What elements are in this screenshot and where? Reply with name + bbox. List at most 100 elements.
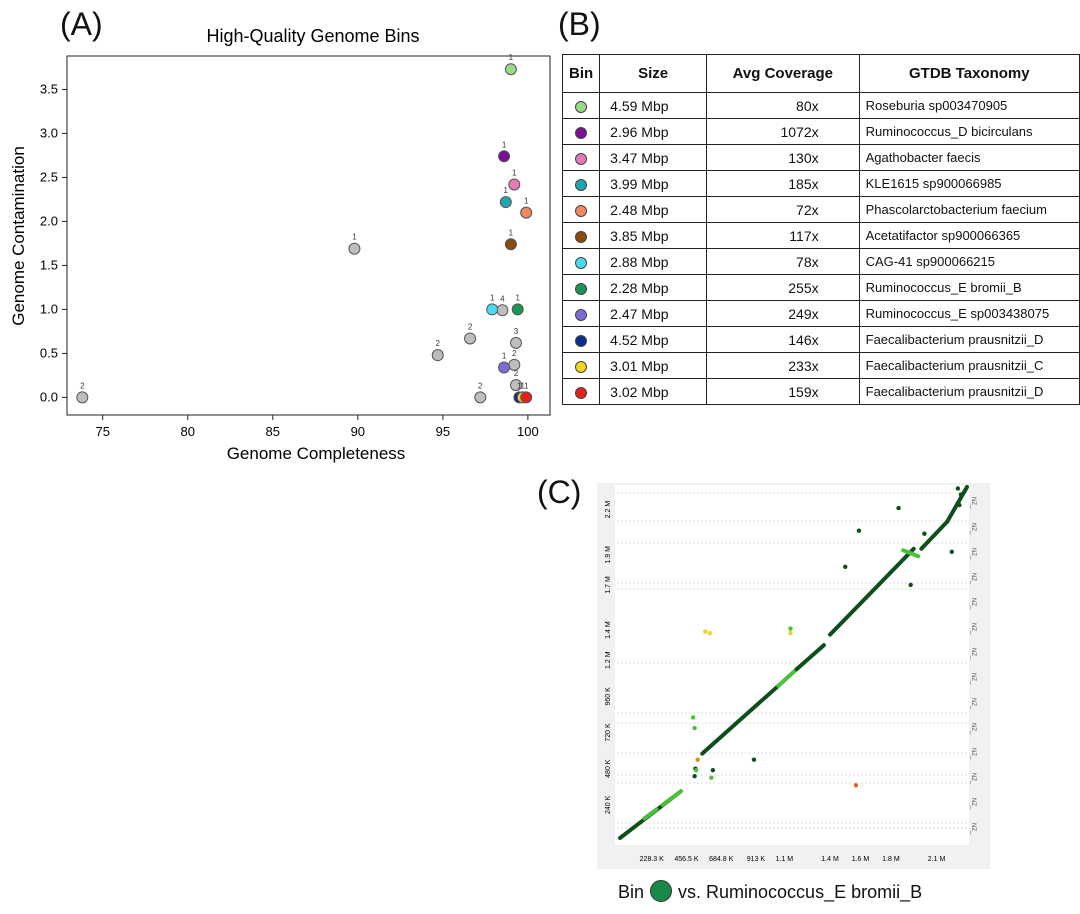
- size-cell: 3.02 Mbp: [599, 378, 707, 405]
- bin-color-dot: [575, 230, 588, 243]
- point-label: 4: [500, 294, 505, 303]
- alignment-dot: [949, 549, 954, 554]
- taxonomy-cell: KLE1615 sp900066985: [858, 170, 1080, 197]
- panel-c-label: (C): [537, 474, 582, 510]
- genome-bins-scatter-chart: High-Quality Genome Bins 75 80 85 90 95 100 0…: [9, 26, 551, 463]
- alignment-segment: [660, 789, 683, 807]
- alignment-dot: [957, 502, 962, 508]
- alignment-dot: [707, 630, 713, 636]
- bin-color-cell: [561, 118, 601, 145]
- size-cell: 3.85 Mbp: [599, 222, 707, 249]
- x-axis-label: Genome Completeness: [227, 444, 406, 463]
- x-tick-label: 100: [517, 424, 539, 439]
- y-tick-label: 1.0: [40, 301, 58, 316]
- contig-label: NZ_: [970, 497, 976, 509]
- table-row: 3.02 Mbp 159x Faecalibacterium prausnitzii…: [561, 378, 1080, 405]
- bin-color-cell: [561, 144, 601, 171]
- coverage-cell: 80x: [705, 92, 860, 119]
- bin-color-dot: [650, 880, 673, 902]
- coverage-cell: 1072x: [705, 118, 860, 145]
- dotplot-x-tick-label: 228.3 K: [640, 856, 664, 863]
- data-point: [496, 304, 509, 317]
- point-label: 1: [517, 381, 522, 390]
- table-row: 4.52 Mbp 146x Faecalibacterium prausnitzii…: [561, 326, 1080, 353]
- contig-label: NZ_: [970, 598, 976, 610]
- alignment-dot: [788, 630, 793, 636]
- point-label: 1: [502, 351, 507, 360]
- panel-b-label: (B): [558, 6, 601, 42]
- data-point: [508, 178, 521, 191]
- y-tick-label: 2.0: [40, 213, 58, 228]
- contig-label: NZ_: [970, 573, 976, 585]
- point-label: 1: [490, 293, 495, 302]
- alignment-dot: [695, 757, 700, 762]
- dotplot-x-tick-label: 1.1 M: [776, 856, 794, 863]
- point-label: 1: [502, 140, 507, 149]
- dotplot-x-tick-label: 1.6 M: [852, 856, 870, 863]
- alignment-segment: [794, 643, 826, 672]
- dotplot-y-tick-label: 2.2 M: [605, 501, 612, 519]
- contig-label: NZ_: [970, 748, 976, 760]
- data-point: [499, 196, 512, 209]
- coverage-cell: 130x: [705, 144, 860, 171]
- point-label: 2: [436, 339, 441, 348]
- point-label: 2: [468, 322, 473, 331]
- alignment-dot: [843, 564, 848, 570]
- table-row: 3.99 Mbp 185x KLE1615 sp900066985: [561, 170, 1080, 197]
- size-cell: 2.48 Mbp: [599, 196, 707, 223]
- bin-color-dot: [575, 126, 588, 139]
- dotplot-x-tick-label: 456.5 K: [674, 856, 698, 863]
- alignment-segment: [828, 546, 916, 637]
- point-label: 2: [478, 381, 483, 390]
- taxonomy-cell: Faecalibacterium prausnitzii_D: [858, 326, 1080, 353]
- alignment-dot: [922, 531, 927, 536]
- bin-color-dot: [575, 152, 588, 165]
- bin-color-cell: [561, 92, 601, 119]
- dotplot-y-tick-label: 1.2 M: [605, 651, 612, 669]
- dotplot-x-axis: 228.3 K 456.5 K 684.8 K 913 K 1.1 M 1.4 M 1.6 …: [640, 856, 946, 863]
- size-cell: 3.99 Mbp: [599, 170, 707, 197]
- alignment-dot: [692, 774, 697, 779]
- coverage-cell: 117x: [705, 222, 860, 249]
- taxonomy-cell: Ruminococcus_E bromii_B: [858, 274, 1080, 301]
- x-tick-label: 90: [351, 424, 365, 439]
- bin-color-dot: [575, 256, 588, 269]
- bin-color-cell: [561, 274, 601, 301]
- bin-color-cell: [561, 222, 601, 249]
- dotplot-area: [615, 485, 969, 845]
- data-point: [511, 303, 524, 316]
- y-axis-label: Genome Contamination: [9, 146, 28, 326]
- table-row: 4.59 Mbp 80x Roseburia sp003470905: [561, 92, 1080, 119]
- data-point: [76, 391, 89, 404]
- alignment-dot: [896, 505, 901, 511]
- point-label: 1: [524, 381, 529, 390]
- point-label: 1: [509, 228, 514, 237]
- dotplot-x-tick-label: 2.1 M: [928, 856, 946, 863]
- x-tick-label: 85: [266, 424, 280, 439]
- alignment-segment: [901, 548, 921, 559]
- alignment-dot: [690, 715, 696, 720]
- bins-table: Bin Size Avg Coverage GTDB Taxonomy 4.59…: [561, 54, 1080, 405]
- contig-label: NZ_: [970, 798, 976, 810]
- dotplot-y-tick-label: 1.7 M: [605, 576, 612, 594]
- contig-label: NZ_: [970, 673, 976, 685]
- bin-color-cell: [561, 248, 601, 275]
- point-label: 1: [515, 293, 520, 302]
- alignment-dot: [908, 582, 913, 588]
- point-label: 1: [509, 53, 514, 62]
- data-point: [520, 391, 533, 404]
- table-row: 2.96 Mbp 1072x Ruminococcus_D bicirculans: [561, 118, 1080, 145]
- contig-label: NZ_: [970, 523, 976, 535]
- coverage-cell: 255x: [705, 274, 860, 301]
- size-cell: 3.47 Mbp: [599, 144, 707, 171]
- alignment-segment: [776, 667, 799, 688]
- caption-suffix: vs. Ruminococcus_E bromii_B: [678, 882, 923, 902]
- point-label: 2: [512, 349, 517, 358]
- size-cell: 4.59 Mbp: [599, 92, 707, 119]
- bin-color-dot: [575, 308, 588, 321]
- taxonomy-cell: Acetatifactor sp900066365: [858, 222, 1080, 249]
- caption-prefix: Bin: [618, 882, 645, 902]
- point-label: 1: [504, 186, 509, 195]
- bin-color-dot: [575, 178, 588, 191]
- contig-labels: NZ_ NZ_ NZ_ NZ_ NZ_ NZ_ NZ_ NZ_ NZ_ NZ_ NZ_ NZ_ NZ_ N…: [970, 497, 976, 835]
